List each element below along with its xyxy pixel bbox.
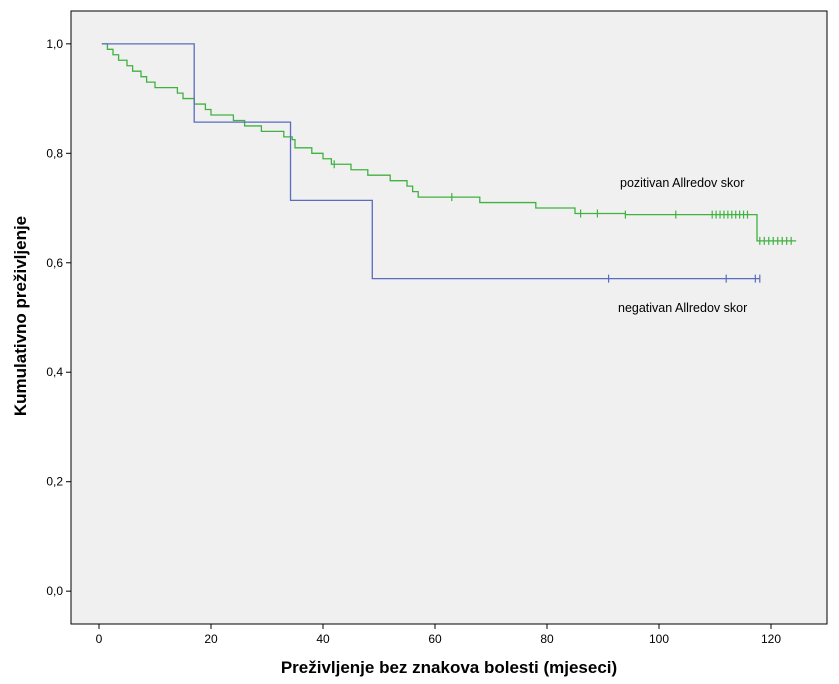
x-axis-title: Preživljenje bez znakova bolesti (mjesec… <box>281 658 617 677</box>
annotation-negative: negativan Allredov skor <box>618 301 747 315</box>
y-tick-label: 0,4 <box>46 365 63 379</box>
x-axis: 0 20 40 60 80 100 120 <box>96 624 781 646</box>
series-line-positive <box>101 43 797 242</box>
x-tick-label: 60 <box>428 632 442 646</box>
x-tick-label: 120 <box>761 632 781 646</box>
y-tick-label: 1,0 <box>46 37 63 51</box>
annotation-positive: pozitivan Allredov skor <box>620 176 744 190</box>
y-axis-title: Kumulativno preživljenje <box>11 216 30 416</box>
y-axis: 0,0 0,2 0,4 0,6 0,8 1,0 <box>46 37 71 598</box>
y-tick-label: 0,2 <box>46 475 63 489</box>
y-tick-label: 0,0 <box>46 584 63 598</box>
y-tick-label: 0,6 <box>46 256 63 270</box>
x-tick-label: 0 <box>96 632 103 646</box>
x-tick-label: 80 <box>540 632 554 646</box>
x-tick-label: 20 <box>204 632 218 646</box>
plot-area <box>70 10 828 625</box>
series-line-negative <box>101 43 760 280</box>
y-tick-label: 0,8 <box>46 146 63 160</box>
x-tick-label: 40 <box>316 632 330 646</box>
x-tick-label: 100 <box>649 632 669 646</box>
series-layer <box>101 43 797 283</box>
